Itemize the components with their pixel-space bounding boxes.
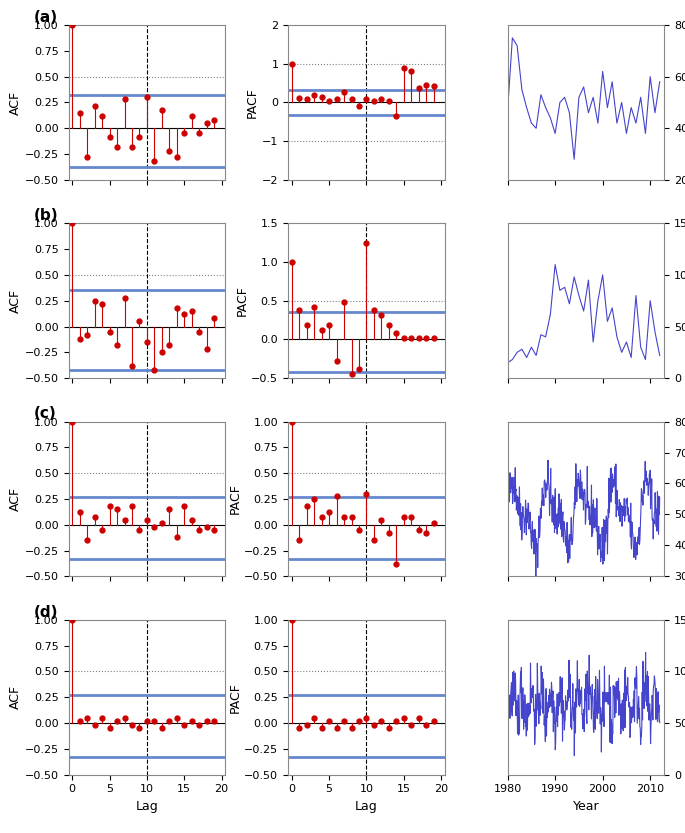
Y-axis label: PACF: PACF xyxy=(236,285,249,317)
Y-axis label: ACF: ACF xyxy=(9,289,22,312)
X-axis label: Year: Year xyxy=(573,800,599,813)
Text: (c): (c) xyxy=(34,407,57,421)
Y-axis label: ACF: ACF xyxy=(9,686,22,710)
Y-axis label: PACF: PACF xyxy=(228,681,241,713)
X-axis label: Lag: Lag xyxy=(136,800,158,813)
Y-axis label: PACF: PACF xyxy=(228,483,241,515)
Y-axis label: PACF: PACF xyxy=(246,87,259,118)
Text: (b): (b) xyxy=(34,208,59,223)
Text: (a): (a) xyxy=(34,10,58,25)
Text: (d): (d) xyxy=(34,605,58,620)
Y-axis label: ACF: ACF xyxy=(9,487,22,511)
Y-axis label: ACF: ACF xyxy=(9,90,22,114)
X-axis label: Lag: Lag xyxy=(355,800,378,813)
